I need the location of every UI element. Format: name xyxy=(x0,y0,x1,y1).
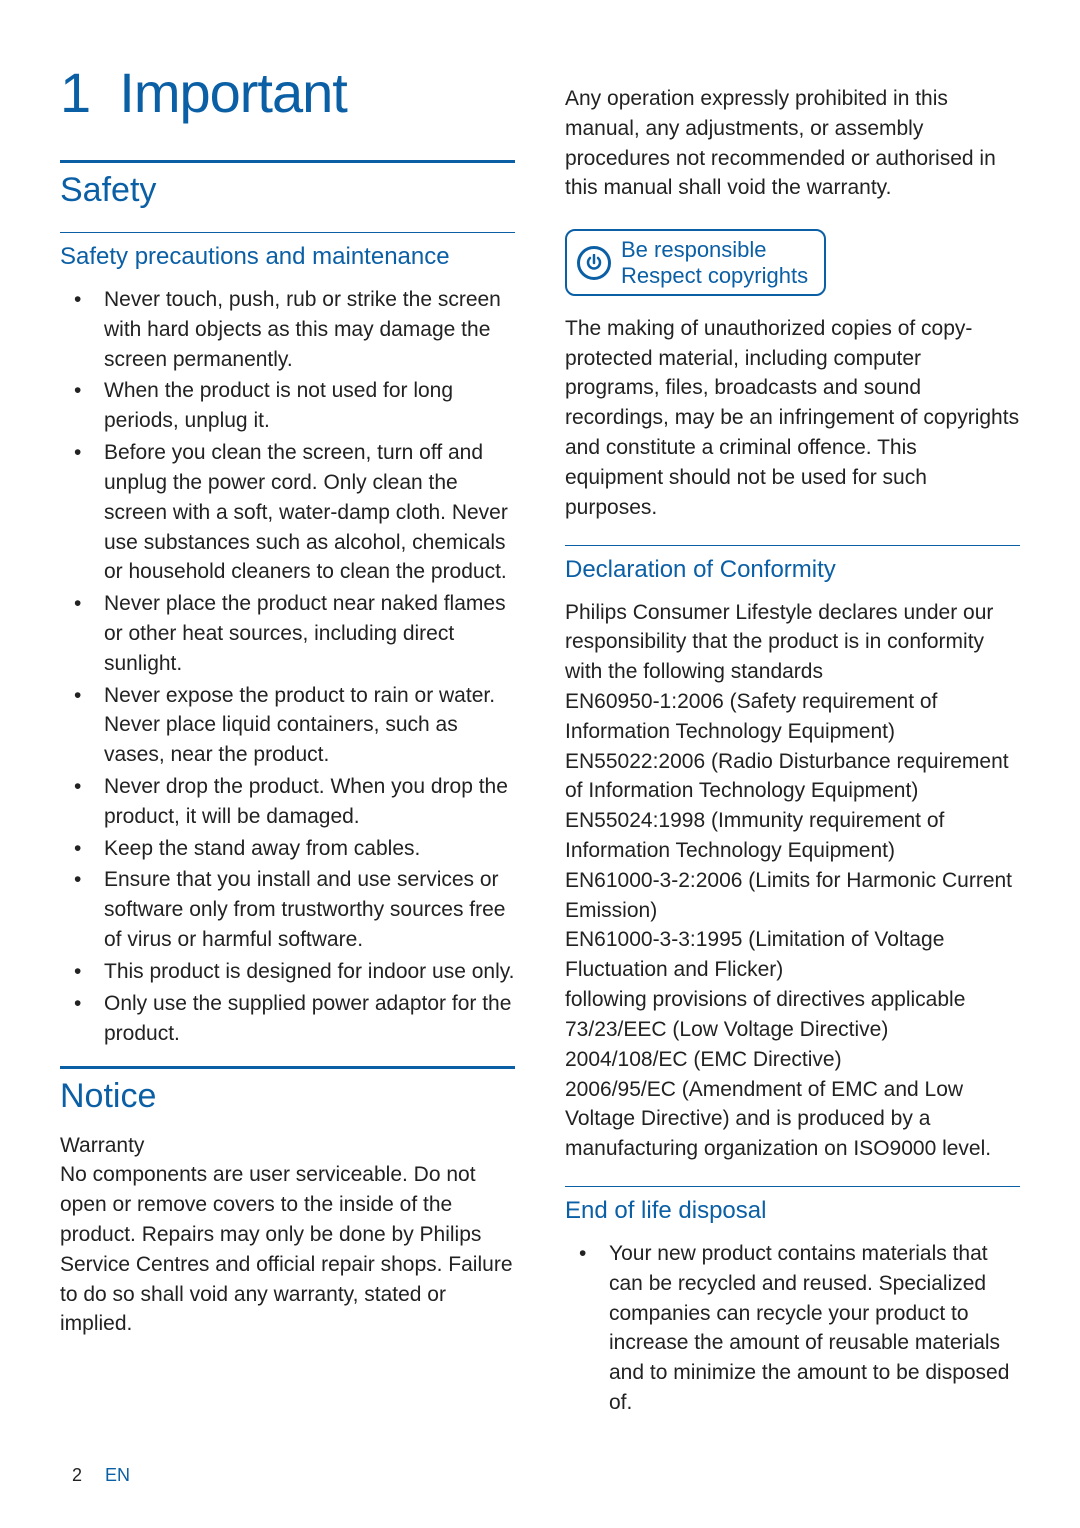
power-icon xyxy=(577,246,611,280)
list-item: Never drop the product. When you drop th… xyxy=(60,772,515,832)
safety-bullet-list: Never touch, push, rub or strike the scr… xyxy=(60,285,515,1048)
precautions-subsection-title: Safety precautions and maintenance xyxy=(60,232,515,271)
callout-text: Be responsible Respect copyrights xyxy=(621,237,808,288)
warranty-heading: Warranty xyxy=(60,1134,515,1158)
intro-text: Any operation expressly prohibited in th… xyxy=(565,84,1020,203)
list-item: Before you clean the screen, turn off an… xyxy=(60,438,515,587)
list-item: This product is designed for indoor use … xyxy=(60,957,515,987)
left-column: 1 Important Safety Safety precautions an… xyxy=(60,60,515,1432)
chapter-number: 1 xyxy=(60,61,90,124)
language-code: EN xyxy=(105,1465,130,1485)
list-item: Never touch, push, rub or strike the scr… xyxy=(60,285,515,374)
declaration-subsection-title: Declaration of Conformity xyxy=(565,545,1020,584)
chapter-name: Important xyxy=(119,61,347,124)
list-item: Your new product contains materials that… xyxy=(565,1239,1020,1418)
callout-line1: Be responsible xyxy=(621,237,808,262)
list-item: Keep the stand away from cables. xyxy=(60,834,515,864)
list-item: When the product is not used for long pe… xyxy=(60,376,515,436)
warranty-text: No components are user serviceable. Do n… xyxy=(60,1160,515,1339)
notice-section-title: Notice xyxy=(60,1066,515,1116)
two-column-layout: 1 Important Safety Safety precautions an… xyxy=(60,60,1020,1432)
page-number: 2 xyxy=(72,1465,82,1485)
disposal-subsection-title: End of life disposal xyxy=(565,1186,1020,1225)
page-footer: 2 EN xyxy=(72,1465,130,1486)
copyright-text: The making of unauthorized copies of cop… xyxy=(565,314,1020,523)
list-item: Only use the supplied power adaptor for … xyxy=(60,989,515,1049)
copyright-callout: Be responsible Respect copyrights xyxy=(565,229,826,296)
right-column: Any operation expressly prohibited in th… xyxy=(565,60,1020,1432)
disposal-bullet-list: Your new product contains materials that… xyxy=(565,1239,1020,1418)
safety-section-title: Safety xyxy=(60,160,515,210)
callout-line2: Respect copyrights xyxy=(621,263,808,288)
list-item: Ensure that you install and use services… xyxy=(60,865,515,954)
chapter-title: 1 Important xyxy=(60,60,515,125)
declaration-text: Philips Consumer Lifestyle declares unde… xyxy=(565,598,1020,1164)
list-item: Never place the product near naked flame… xyxy=(60,589,515,678)
list-item: Never expose the product to rain or wate… xyxy=(60,681,515,770)
